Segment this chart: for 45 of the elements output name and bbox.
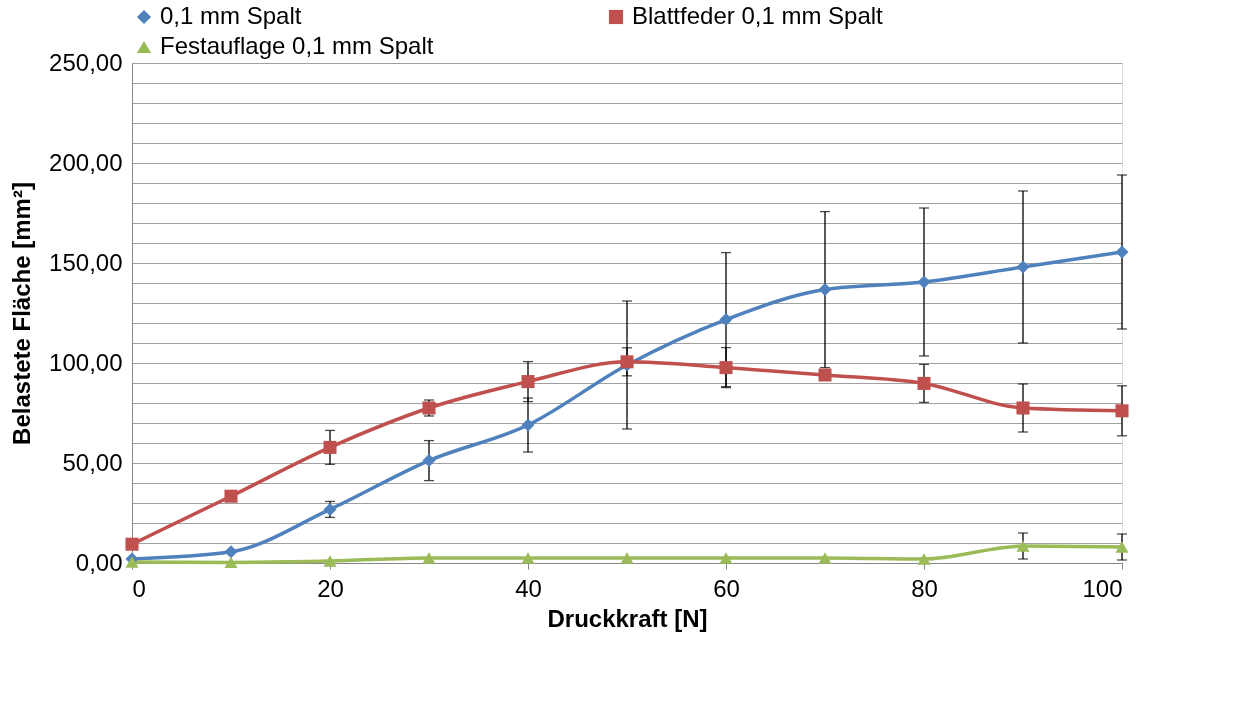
x-tick-label: 20 <box>317 574 344 602</box>
point <box>1115 404 1129 418</box>
point <box>719 313 733 327</box>
y-tick-label: 150,00 <box>49 248 123 276</box>
point <box>521 375 535 389</box>
point <box>521 552 535 564</box>
point <box>1115 245 1129 259</box>
point <box>224 556 238 569</box>
y-tick-label: 200,00 <box>49 148 123 176</box>
point <box>125 556 139 568</box>
y-tick-label: 50,00 <box>62 448 123 476</box>
y-tick-label: 250,00 <box>49 48 123 76</box>
x-tick-label: 60 <box>713 574 740 602</box>
point <box>323 555 337 567</box>
x-tick-label: 80 <box>911 574 938 602</box>
point <box>224 545 238 559</box>
point <box>917 376 931 390</box>
point <box>1016 401 1030 415</box>
point <box>521 418 535 432</box>
point <box>818 552 832 564</box>
y-axis-title: Belastete Fläche [mm²] <box>8 182 36 445</box>
y-tick-label: 0,00 <box>75 548 123 576</box>
point <box>422 552 436 564</box>
point <box>818 368 832 382</box>
point <box>1016 540 1030 552</box>
point <box>1016 260 1030 274</box>
point <box>719 552 733 564</box>
legend-label: Blattfeder 0,1 mm Spalt <box>632 2 884 29</box>
legend-label: Festauflage 0,1 mm Spalt <box>160 32 434 59</box>
legend-label: 0,1 mm Spalt <box>160 2 302 29</box>
x-axis-title: Druckkraft [N] <box>547 604 708 632</box>
x-tick-label: 0 <box>132 574 146 602</box>
point <box>620 552 634 564</box>
y-tick-label: 100,00 <box>49 348 123 376</box>
x-tick-label: 40 <box>515 574 542 602</box>
point <box>224 489 238 503</box>
point <box>818 283 832 297</box>
point <box>323 440 337 454</box>
point <box>917 553 931 565</box>
x-tick-label: 100 <box>1082 574 1123 602</box>
point <box>719 361 733 375</box>
point <box>422 454 436 468</box>
point <box>125 537 139 551</box>
point <box>1115 541 1129 553</box>
point <box>917 275 931 289</box>
